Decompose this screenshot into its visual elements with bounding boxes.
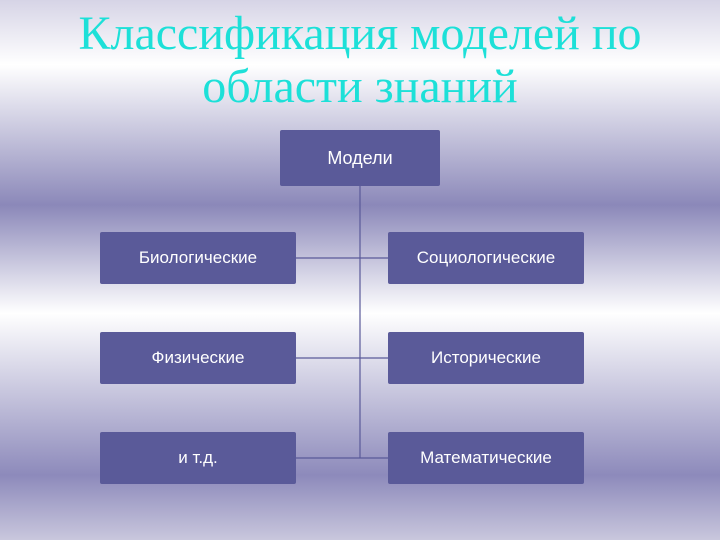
slide-title: Классификация моделей по области знаний	[0, 8, 720, 114]
tree-leaf-biological: Биологические	[100, 232, 296, 284]
title-line-1: Классификация моделей по	[0, 8, 720, 61]
tree-leaf-label: Социологические	[417, 248, 556, 268]
tree-leaf-label: Исторические	[431, 348, 541, 368]
tree-leaf-label: Биологические	[139, 248, 257, 268]
tree-root-node: Модели	[280, 130, 440, 186]
tree-leaf-historical: Исторические	[388, 332, 584, 384]
tree-leaf-mathematical: Математические	[388, 432, 584, 484]
tree-leaf-label: и т.д.	[178, 448, 218, 468]
tree-leaf-label: Физические	[152, 348, 245, 368]
tree-leaf-etc: и т.д.	[100, 432, 296, 484]
title-line-2: области знаний	[0, 61, 720, 114]
tree-root-label: Модели	[327, 148, 392, 169]
tree-leaf-sociological: Социологические	[388, 232, 584, 284]
tree-leaf-label: Математические	[420, 448, 552, 468]
slide: Классификация моделей по области знаний …	[0, 0, 720, 540]
tree-leaf-physical: Физические	[100, 332, 296, 384]
